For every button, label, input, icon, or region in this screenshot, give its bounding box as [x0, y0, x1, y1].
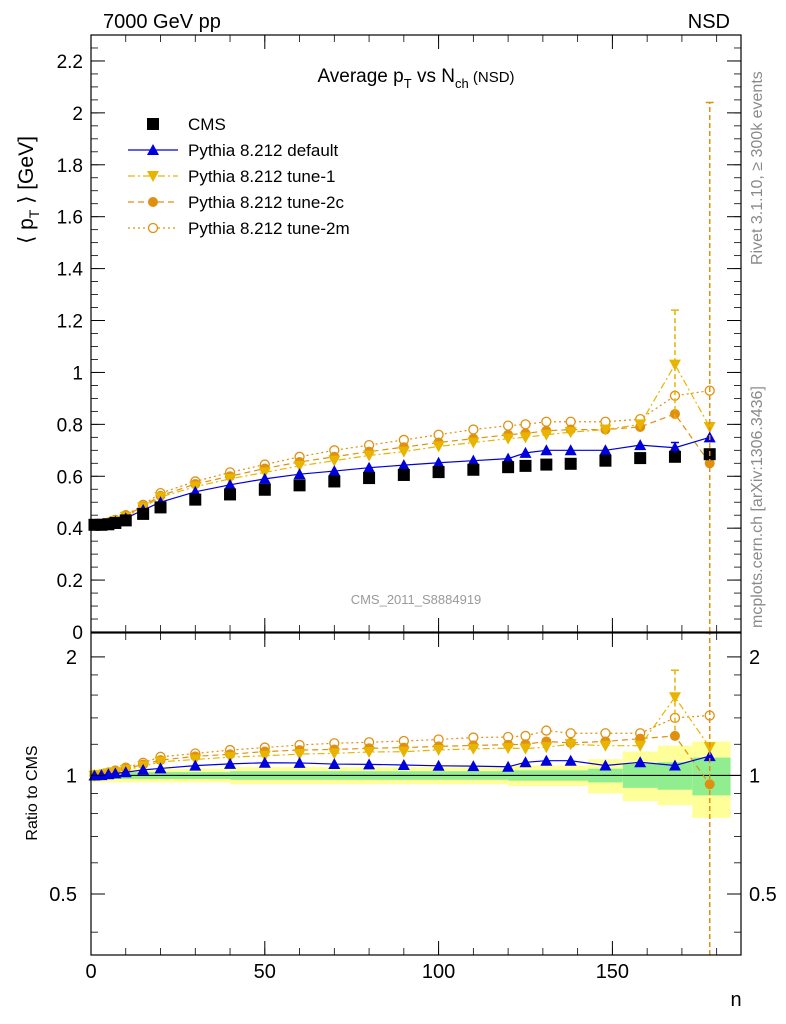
legend: CMS Pythia 8.212 default Pythia 8.212 tune…	[128, 115, 350, 238]
y-tick-label: 2	[72, 104, 83, 125]
x-tick-label: 100	[422, 961, 455, 983]
data-point	[155, 501, 167, 513]
legend-label: Pythia 8.212 tune-2c	[188, 193, 344, 212]
data-point	[542, 726, 551, 735]
y-tick-label: 0	[72, 623, 83, 644]
data-point	[502, 461, 514, 473]
legend-entry: Pythia 8.212 tune-2m	[128, 219, 350, 238]
chart-title: Average pT vs Nch (NSD)	[317, 66, 514, 91]
legend-label: CMS	[188, 115, 226, 134]
y-tick-label: 0.4	[57, 519, 84, 540]
x-tick-label: 0	[85, 961, 96, 983]
ratio-y-tick-label-right: 0.5	[749, 884, 777, 906]
data-point	[259, 484, 271, 496]
legend-label: Pythia 8.212 default	[188, 141, 339, 160]
legend-entry: Pythia 8.212 tune-2c	[128, 193, 344, 212]
data-point	[328, 748, 340, 759]
mcplots-credit-text: mcplots.cern.ch [arXiv:1306.3436]	[749, 386, 766, 628]
legend-label: Pythia 8.212 tune-1	[188, 167, 335, 186]
data-point	[224, 488, 236, 500]
y-tick-label: 0.8	[57, 415, 83, 436]
y-tick-label: 2.2	[57, 52, 83, 73]
main-panel-series	[88, 102, 715, 632]
main-series-cms	[88, 448, 715, 531]
band-inner	[692, 758, 730, 796]
data-point	[599, 741, 611, 752]
legend-marker	[149, 224, 158, 233]
data-point	[120, 514, 132, 526]
ratio-panel-series	[88, 633, 715, 955]
header-left: 7000 GeV pp	[103, 11, 221, 33]
y-tick-label: 0.6	[57, 467, 83, 488]
data-point	[504, 421, 513, 430]
data-point	[294, 479, 306, 491]
ratio-y-tick-label: 0.5	[49, 884, 77, 906]
x-axis-label: n	[730, 989, 741, 1011]
header-right: NSD	[688, 11, 730, 33]
main-series-pythia-8-212-tune-2m	[90, 386, 714, 529]
data-point	[469, 425, 478, 434]
y-axis-label-ratio: Ratio to CMS	[24, 745, 41, 840]
y-tick-label: 1.8	[57, 156, 83, 177]
data-point	[398, 469, 410, 481]
ratio-y-tick-label: 2	[66, 647, 77, 669]
legend-label: Pythia 8.212 tune-2m	[188, 219, 350, 238]
data-point	[599, 455, 611, 467]
legend-entry: Pythia 8.212 tune-1	[128, 167, 335, 186]
series-line	[94, 391, 709, 525]
legend-marker	[148, 197, 158, 207]
data-point	[670, 731, 680, 741]
ratio-y-tick-label-right: 2	[749, 647, 760, 669]
y-tick-label: 0.2	[57, 571, 83, 592]
data-point	[519, 744, 531, 755]
x-tick-label: 150	[596, 961, 629, 983]
data-point	[540, 430, 552, 441]
data-point	[601, 729, 610, 738]
y-tick-label: 1.6	[57, 208, 83, 229]
data-point	[566, 729, 575, 738]
legend-entry: Pythia 8.212 default	[128, 141, 339, 160]
ratio-uncertainty-bands	[91, 741, 741, 818]
y-tick-label: 1.2	[57, 312, 83, 333]
data-point	[363, 472, 375, 484]
ratio-y-tick-label-right: 1	[749, 765, 760, 787]
data-point	[540, 459, 552, 471]
figure: 0 0.2 0.4 0.6 0.8 1 1.2 1.4 1.6 1.8 2 2.2 0.5 0.5 1 1 2 2…	[0, 0, 786, 1024]
y-tick-label: 1.4	[57, 260, 84, 281]
data-point	[634, 452, 646, 464]
ratio-y-tick-label: 1	[66, 765, 77, 787]
data-point	[565, 458, 577, 470]
data-point	[634, 439, 646, 450]
data-point	[109, 517, 121, 529]
y-tick-label: 1	[72, 363, 83, 384]
x-tick-label: 50	[254, 961, 276, 983]
y-axis-label-main: ⟨ pT ⟩ [GeV]	[15, 136, 42, 244]
data-point	[467, 464, 479, 476]
data-point	[189, 494, 201, 506]
data-point	[542, 417, 551, 426]
data-point	[540, 742, 552, 753]
data-point	[328, 475, 340, 487]
rivet-version-text: Rivet 3.1.10, ≥ 300k events	[749, 71, 766, 265]
data-point	[433, 466, 445, 478]
data-point	[521, 731, 530, 740]
analysis-watermark: CMS_2011_S8884919	[351, 592, 482, 607]
data-point	[137, 508, 149, 520]
legend-entry: CMS	[147, 115, 226, 134]
data-point	[519, 460, 531, 472]
legend-marker	[147, 118, 159, 130]
data-point	[521, 420, 530, 429]
